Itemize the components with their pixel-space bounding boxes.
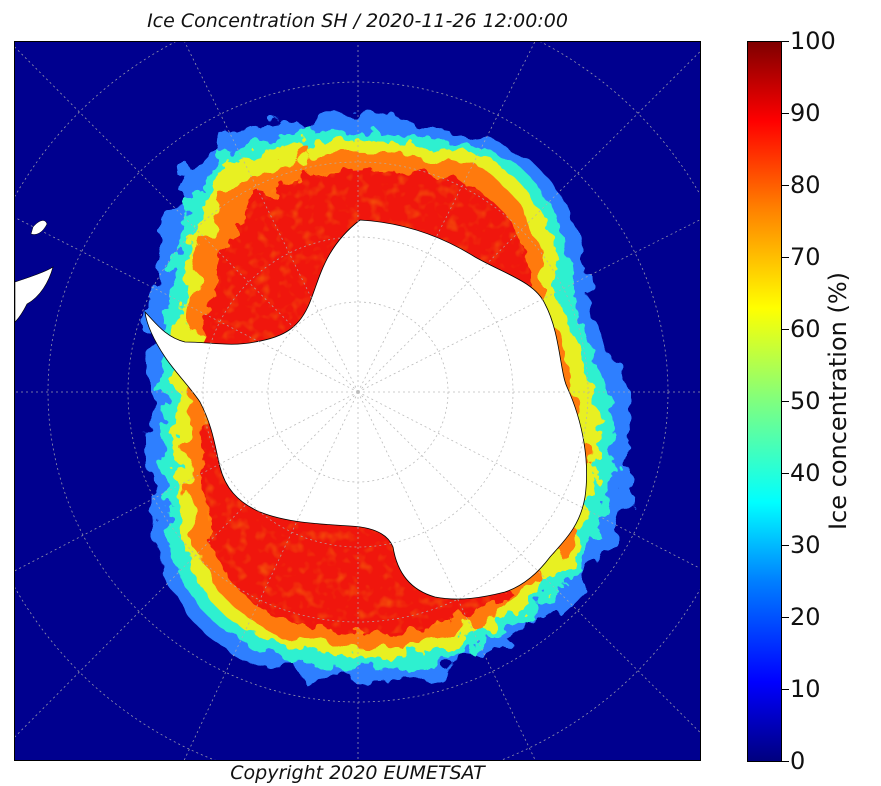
colorbar-tick-label: 50 [790,387,821,415]
colorbar-tick [782,617,789,618]
colorbar-tick-label: 80 [790,171,821,199]
antarctica-land [144,219,587,600]
map-title: Ice Concentration SH / 2020-11-26 12:00:… [147,10,568,32]
map-canvas [15,42,700,760]
colorbar [747,41,782,762]
colorbar-tick [782,545,789,546]
colorbar-tick-label: 90 [790,99,821,127]
colorbar-tick-label: 60 [790,315,821,343]
colorbar-tick [782,401,789,402]
colorbar-tick [782,257,789,258]
colorbar-tick [782,689,789,690]
colorbar-tick-label: 70 [790,243,821,271]
ice-concentration-map [14,41,701,761]
colorbar-tick-label: 10 [790,675,821,703]
colorbar-tick [782,113,789,114]
south-america-tip [15,266,54,323]
graticule [15,42,700,760]
colorbar-tick [782,473,789,474]
colorbar-tick [782,185,789,186]
colorbar-tick [782,329,789,330]
colorbar-tick-label: 40 [790,459,821,487]
colorbar-tick-label: 0 [790,747,806,775]
colorbar-tick-label: 100 [790,27,836,55]
colorbar-tick [782,761,789,762]
colorbar-label: Ice concentration (%) [824,271,852,531]
copyright-notice: Copyright 2020 EUMETSAT [230,762,485,784]
colorbar-tick [782,41,789,42]
colorbar-tick-label: 30 [790,531,821,559]
colorbar-tick-label: 20 [790,603,821,631]
